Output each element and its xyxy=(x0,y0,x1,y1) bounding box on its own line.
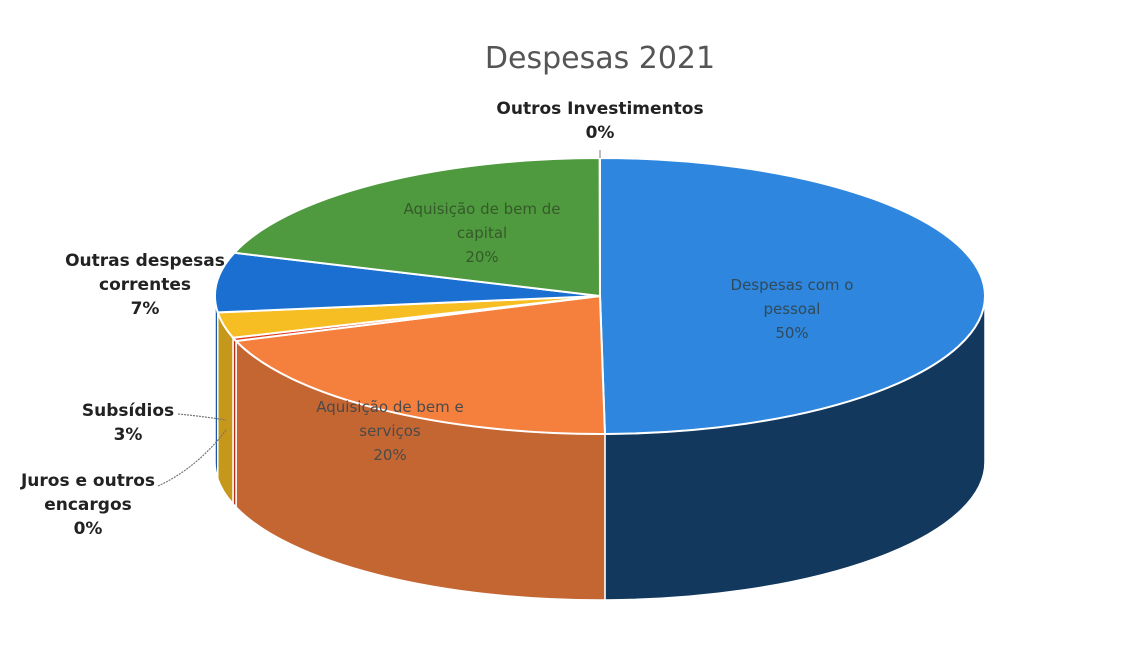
slice-side-outras-despesas-correntes xyxy=(214,295,219,479)
leader-juros xyxy=(157,429,227,487)
slice-side-subsidios xyxy=(216,312,234,506)
label-subsidios: Subsídios 3% xyxy=(82,401,174,445)
slice-labels: Despesas com o pessoal 50% Aquisição de bem… xyxy=(20,99,854,539)
slice-outras-despesas-correntes xyxy=(214,251,601,314)
label-outras-despesas-correntes: Outras despesas correntes 7% xyxy=(65,251,225,319)
chart-title: Despesas 2021 xyxy=(485,41,715,76)
leader-lines xyxy=(157,150,601,487)
label-despesas-com-o-pessoal: Despesas com o pessoal 50% xyxy=(731,276,854,342)
pie-sides xyxy=(214,295,986,601)
slice-despesas-com-o-pessoal xyxy=(599,156,987,435)
label-juros-e-outros-encargos: Juros e outros encargos 0% xyxy=(20,471,155,539)
pie-slices xyxy=(214,156,987,435)
label-outros-investimentos: Outros Investimentos 0% xyxy=(496,99,703,143)
label-aquisicao-de-bem-e-servicos: Aquisição de bem e serviços 20% xyxy=(316,398,463,464)
leader-subsidios xyxy=(177,413,227,421)
slice-aquisicao-de-bem-de-capital xyxy=(232,156,602,298)
label-aquisicao-de-bem-de-capital: Aquisição de bem de capital 20% xyxy=(404,200,561,266)
